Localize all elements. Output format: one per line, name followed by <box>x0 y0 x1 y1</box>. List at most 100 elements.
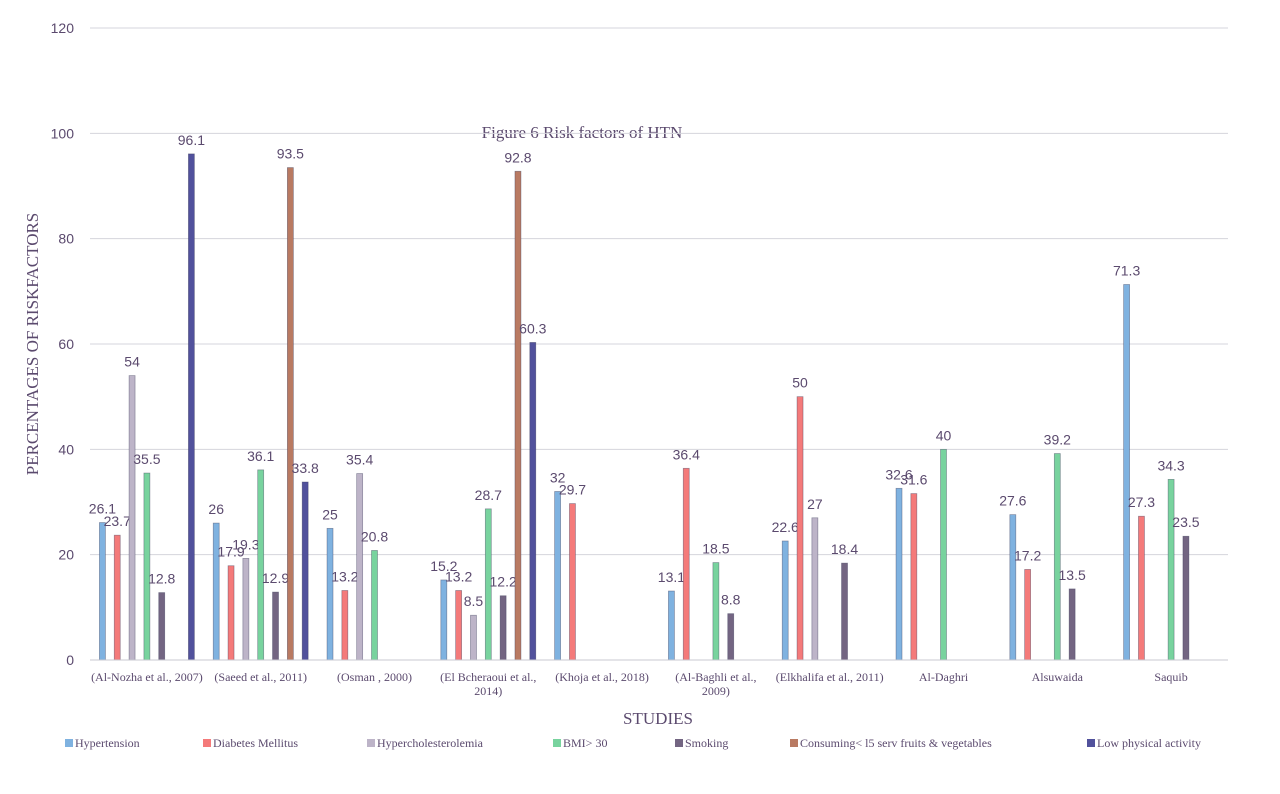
bar <box>272 591 279 661</box>
bar <box>227 565 235 661</box>
data-label: 25 <box>322 506 338 522</box>
data-label: 27 <box>807 496 823 512</box>
legend-label: Consuming< l5 serv fruits & vegetables <box>800 736 992 750</box>
legend-swatch <box>790 739 798 747</box>
bar <box>440 579 448 661</box>
legend-item: Hypercholesterolemia <box>367 736 483 751</box>
legend-label: Hypercholesterolemia <box>377 736 483 750</box>
legend-item: Low physical activity <box>1087 736 1201 751</box>
data-label: 27.3 <box>1128 494 1155 510</box>
y-tick-label: 60 <box>58 336 74 352</box>
y-tick-label: 0 <box>66 652 74 668</box>
bar <box>569 503 576 661</box>
bar <box>470 614 477 661</box>
legend-item: Consuming< l5 serv fruits & vegetables <box>790 736 992 751</box>
legend-label: Diabetes Mellitus <box>213 736 298 750</box>
data-label: 8.8 <box>721 592 741 608</box>
bar <box>499 595 507 661</box>
y-tick-label: 100 <box>51 125 75 141</box>
x-tick-label: (Al-Baghli et al., 2009) <box>675 670 757 698</box>
data-label: 96.1 <box>178 132 205 148</box>
bar <box>99 522 106 661</box>
legend-label: Hypertension <box>75 736 140 750</box>
data-label: 12.8 <box>148 571 175 587</box>
bar <box>940 448 947 661</box>
y-tick-label: 120 <box>51 20 75 36</box>
legend-swatch <box>203 739 211 747</box>
data-label: 93.5 <box>277 146 304 162</box>
data-label: 32 <box>550 469 566 485</box>
bar <box>188 153 195 661</box>
data-label: 36.1 <box>247 448 274 464</box>
data-label: 8.5 <box>464 593 484 609</box>
bar <box>895 487 903 661</box>
y-tick-label: 80 <box>58 231 74 247</box>
chart-title: Figure 6 Risk factors of HTN <box>482 123 683 142</box>
bar <box>356 473 364 661</box>
bar <box>1123 284 1130 661</box>
x-tick-label: (El Bcheraoui et al., 2014) <box>440 670 537 698</box>
legend-label: BMI> 30 <box>563 736 608 750</box>
data-label: 33.8 <box>292 460 319 476</box>
x-tick-label: (Al-Nozha et al., 2007) <box>91 670 203 684</box>
x-tick-label: Alsuwaida <box>1031 670 1083 684</box>
bar <box>712 562 720 661</box>
bar <box>128 375 136 661</box>
data-label: 35.4 <box>346 452 373 468</box>
x-tick-label: Al-Daghri <box>918 670 969 684</box>
bar <box>341 590 349 661</box>
data-label: 18.5 <box>702 541 729 557</box>
bar <box>113 534 121 661</box>
data-label: 13.1 <box>658 569 685 585</box>
data-label: 15.2 <box>430 558 457 574</box>
data-label: 23.7 <box>104 513 131 529</box>
legend-item: Hypertension <box>65 736 140 751</box>
legend-swatch <box>675 739 683 747</box>
data-label: 18.4 <box>831 541 858 557</box>
bar <box>242 558 250 661</box>
bar <box>158 592 166 661</box>
bar <box>727 613 735 661</box>
bar <box>1182 535 1190 661</box>
data-label: 13.2 <box>331 568 358 584</box>
y-tick-label: 40 <box>58 441 74 457</box>
x-tick-label: (Khoja et al., 2018) <box>555 670 649 684</box>
bar <box>326 527 334 661</box>
data-label: 31.6 <box>900 472 927 488</box>
data-label: 39.2 <box>1044 432 1071 448</box>
legend-item: Diabetes Mellitus <box>203 736 298 751</box>
bar <box>1167 479 1175 661</box>
data-label: 20.8 <box>361 528 388 544</box>
legend-item: BMI> 30 <box>553 736 607 751</box>
data-label: 54 <box>124 354 140 370</box>
data-label: 17.2 <box>1014 547 1041 563</box>
data-label: 29.7 <box>559 482 586 498</box>
bar <box>668 590 675 661</box>
bar <box>910 493 918 661</box>
y-tick-label: 20 <box>58 547 74 563</box>
data-label: 26 <box>208 501 224 517</box>
bar <box>796 396 804 661</box>
bar <box>1068 588 1076 661</box>
bar <box>455 590 462 661</box>
data-label: 27.6 <box>999 493 1026 509</box>
bar <box>301 481 309 661</box>
x-tick-label: (Elkhalifa et al., 2011) <box>775 670 884 684</box>
bar <box>1024 569 1031 661</box>
legend-label: Low physical activity <box>1097 736 1201 750</box>
legend-swatch <box>367 739 375 747</box>
data-label: 19.3 <box>232 536 259 552</box>
bar <box>682 467 690 661</box>
data-label: 23.5 <box>1172 514 1199 530</box>
data-label: 92.8 <box>504 149 531 165</box>
data-label: 12.9 <box>262 570 289 586</box>
legend-swatch <box>553 739 561 747</box>
legend-label: Smoking <box>685 736 729 750</box>
bar <box>1009 514 1017 661</box>
data-label: 32.6 <box>885 466 912 482</box>
bar <box>371 550 378 661</box>
legend-item: Smoking <box>675 736 728 751</box>
data-label: 12.2 <box>490 574 517 590</box>
bar <box>143 472 151 661</box>
